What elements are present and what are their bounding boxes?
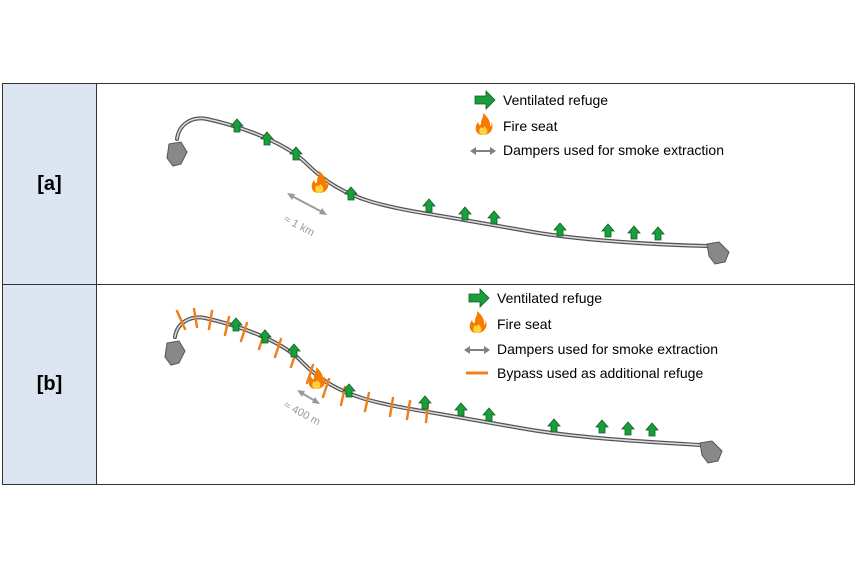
flame-legend-icon (475, 113, 493, 135)
portal-east-a (706, 241, 730, 265)
row-a: [a] (3, 84, 854, 285)
figure-table: [a] (2, 83, 855, 485)
panel-a-diagram: ≈ 1 km Ventilated refuge Fire seat Dampe… (97, 84, 854, 284)
fire-seat-icon-a (311, 171, 329, 193)
legend-dampers-b: Dampers used for smoke extraction (497, 341, 718, 357)
legend-fire-b: Fire seat (497, 316, 552, 332)
distance-arrow-a (287, 193, 327, 215)
refuge-legend-icon (474, 90, 496, 110)
panel-b-diagram: ≈ 400 m Ventilated refuge Fire seat Damp… (97, 285, 854, 484)
legend-refuge-b: Ventilated refuge (497, 290, 602, 306)
distance-label-a: ≈ 1 km (282, 213, 317, 239)
flame-legend-icon (469, 311, 487, 333)
distance-arrow-b (297, 390, 320, 404)
row-b-label-cell: [b] (3, 285, 97, 484)
double-arrow-legend-icon (470, 147, 496, 155)
legend-refuge-a: Ventilated refuge (503, 92, 608, 108)
legend-a: Ventilated refuge Fire seat Dampers used… (470, 90, 724, 158)
portal-east-b (699, 440, 723, 464)
row-a-label: [a] (37, 172, 62, 195)
double-arrow-legend-icon (464, 346, 490, 354)
refuge-legend-icon (468, 288, 490, 308)
row-b-label: [b] (36, 373, 63, 395)
legend-b: Ventilated refuge Fire seat Dampers used… (464, 288, 718, 381)
panel-a-svg: ≈ 1 km Ventilated refuge Fire seat Dampe… (166, 90, 730, 265)
legend-dampers-a: Dampers used for smoke extraction (503, 142, 724, 158)
legend-bypass-b: Bypass used as additional refuge (497, 365, 703, 381)
panel-b-svg: ≈ 400 m Ventilated refuge Fire seat Damp… (164, 288, 723, 464)
legend-fire-a: Fire seat (503, 118, 558, 134)
row-a-label-cell: [a] (3, 84, 97, 284)
portal-west-a (166, 141, 188, 167)
portal-west-b (164, 340, 186, 366)
row-b: [b] (3, 285, 854, 484)
